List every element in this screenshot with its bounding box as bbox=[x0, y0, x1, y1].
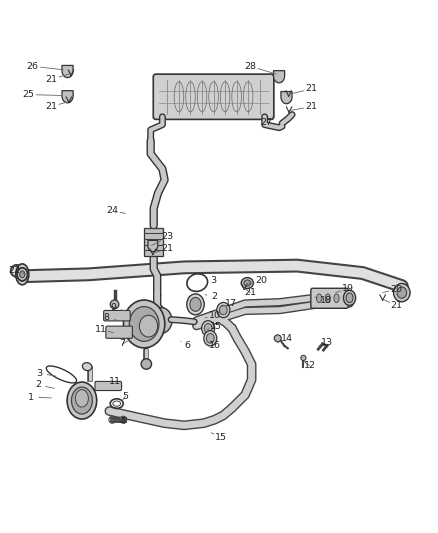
Polygon shape bbox=[148, 240, 158, 252]
Ellipse shape bbox=[75, 390, 88, 407]
Text: 15: 15 bbox=[215, 433, 227, 442]
Ellipse shape bbox=[397, 287, 406, 298]
Polygon shape bbox=[273, 71, 285, 83]
Text: 1: 1 bbox=[28, 393, 34, 401]
Text: 14: 14 bbox=[280, 334, 293, 343]
Text: 18: 18 bbox=[320, 296, 332, 305]
Polygon shape bbox=[281, 92, 292, 104]
Text: 4: 4 bbox=[120, 416, 125, 425]
Ellipse shape bbox=[20, 271, 25, 278]
Polygon shape bbox=[62, 66, 73, 78]
Text: 3: 3 bbox=[210, 276, 216, 285]
Text: 21: 21 bbox=[162, 244, 173, 253]
Bar bbox=[144, 228, 163, 256]
Text: 21: 21 bbox=[305, 84, 317, 93]
Text: 3: 3 bbox=[37, 369, 43, 377]
Ellipse shape bbox=[219, 305, 227, 315]
Ellipse shape bbox=[334, 294, 339, 303]
Ellipse shape bbox=[71, 387, 92, 414]
Text: 17: 17 bbox=[225, 299, 237, 308]
Text: 5: 5 bbox=[123, 392, 128, 401]
Text: 12: 12 bbox=[304, 361, 315, 370]
Text: 21: 21 bbox=[244, 288, 256, 297]
FancyBboxPatch shape bbox=[104, 310, 130, 321]
Text: 26: 26 bbox=[27, 62, 39, 71]
Ellipse shape bbox=[241, 278, 253, 288]
Ellipse shape bbox=[18, 268, 26, 281]
Ellipse shape bbox=[393, 284, 410, 302]
Ellipse shape bbox=[82, 362, 92, 370]
Text: 16: 16 bbox=[208, 341, 221, 350]
Circle shape bbox=[301, 356, 306, 360]
Ellipse shape bbox=[190, 297, 201, 311]
Text: 24: 24 bbox=[106, 206, 118, 215]
FancyBboxPatch shape bbox=[106, 326, 132, 338]
Text: 7: 7 bbox=[120, 340, 125, 349]
Ellipse shape bbox=[346, 293, 353, 303]
Ellipse shape bbox=[325, 294, 330, 303]
Ellipse shape bbox=[124, 300, 165, 348]
Circle shape bbox=[141, 359, 152, 369]
Text: 20: 20 bbox=[391, 285, 403, 294]
Text: 27: 27 bbox=[260, 117, 272, 126]
Text: 21: 21 bbox=[391, 301, 403, 310]
Ellipse shape bbox=[204, 330, 217, 346]
Ellipse shape bbox=[217, 302, 230, 318]
Text: 11: 11 bbox=[110, 377, 121, 386]
Text: 10: 10 bbox=[208, 311, 221, 320]
FancyBboxPatch shape bbox=[311, 288, 348, 308]
Polygon shape bbox=[62, 91, 73, 103]
Text: 21: 21 bbox=[46, 102, 57, 111]
Ellipse shape bbox=[201, 321, 215, 336]
Text: 9: 9 bbox=[111, 303, 117, 312]
Text: 8: 8 bbox=[104, 313, 110, 322]
Ellipse shape bbox=[317, 294, 322, 303]
Text: 15: 15 bbox=[210, 322, 223, 331]
Text: 28: 28 bbox=[244, 62, 256, 71]
FancyBboxPatch shape bbox=[95, 382, 121, 391]
Text: 11: 11 bbox=[95, 325, 106, 334]
Text: 21: 21 bbox=[305, 102, 317, 111]
Ellipse shape bbox=[16, 264, 29, 285]
Ellipse shape bbox=[139, 315, 158, 337]
Text: 13: 13 bbox=[321, 338, 333, 347]
Circle shape bbox=[274, 335, 281, 342]
Ellipse shape bbox=[206, 334, 214, 343]
FancyBboxPatch shape bbox=[153, 74, 274, 119]
Ellipse shape bbox=[17, 268, 28, 281]
Text: 6: 6 bbox=[185, 341, 191, 350]
Text: 25: 25 bbox=[22, 90, 34, 99]
Circle shape bbox=[110, 300, 119, 309]
Ellipse shape bbox=[67, 382, 97, 419]
Ellipse shape bbox=[129, 306, 159, 341]
Ellipse shape bbox=[244, 280, 251, 286]
Ellipse shape bbox=[204, 324, 212, 333]
Text: 22: 22 bbox=[8, 266, 21, 276]
Ellipse shape bbox=[187, 294, 204, 315]
Ellipse shape bbox=[343, 290, 356, 305]
Text: 2: 2 bbox=[35, 381, 41, 390]
Text: 19: 19 bbox=[342, 284, 354, 293]
Ellipse shape bbox=[149, 308, 172, 334]
Text: 2: 2 bbox=[212, 292, 218, 301]
Text: 23: 23 bbox=[162, 232, 174, 241]
Text: 20: 20 bbox=[256, 276, 268, 285]
Text: 21: 21 bbox=[46, 75, 57, 84]
